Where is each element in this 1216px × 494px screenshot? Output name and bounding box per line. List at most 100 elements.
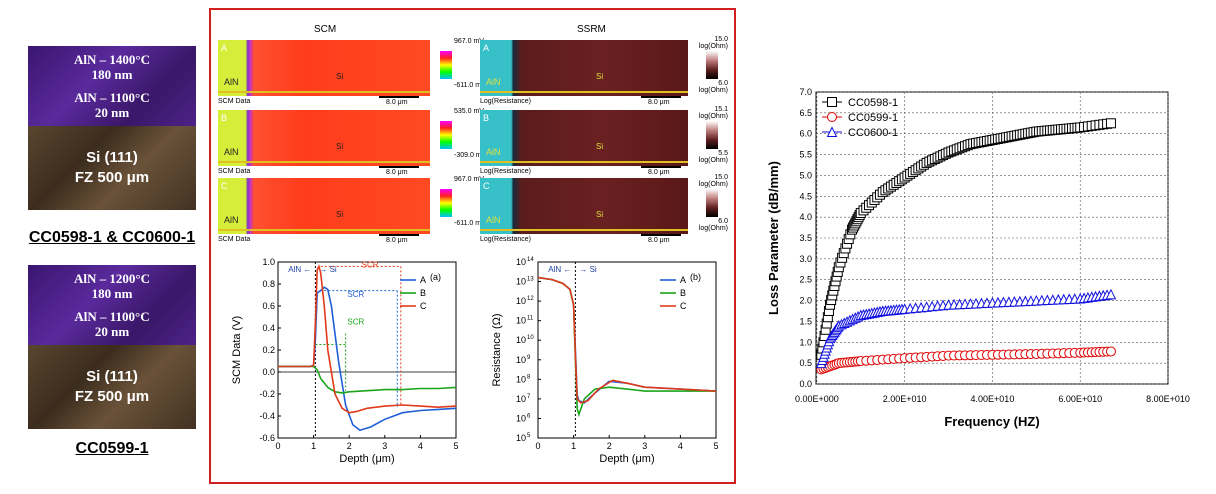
colorbar-min-unit: log(Ohm) bbox=[698, 225, 728, 232]
aln-layer-thickness: 180 nm bbox=[91, 67, 133, 82]
scr-annotation-a: SCR bbox=[347, 290, 364, 299]
colorbar-max: 535.0 mV bbox=[454, 108, 484, 115]
scale-label: 8.0 μm bbox=[648, 237, 670, 244]
x-tick-label: 5 bbox=[713, 441, 718, 451]
region-arrow bbox=[480, 91, 688, 93]
y-tick-exponent: 14 bbox=[527, 257, 534, 263]
aln-layer-thickness: 180 nm bbox=[91, 286, 133, 301]
si-region-label: Si bbox=[336, 210, 344, 219]
colorbar-max: 967.0 mV bbox=[454, 38, 484, 45]
ssrm-map-B: B AlN Si bbox=[480, 110, 688, 166]
y-tick-exponent: 5 bbox=[527, 433, 531, 439]
y-tick-label: 5.5 bbox=[799, 150, 812, 160]
aln-layer: AlN – 1200°C 180 nm AlN – 1100°C 20 nm bbox=[28, 265, 196, 345]
scale-bar bbox=[379, 96, 419, 98]
data-point-CC0598-1 bbox=[1105, 118, 1116, 129]
region-arrow bbox=[218, 161, 430, 163]
data-point-CC0599-1 bbox=[1105, 346, 1116, 357]
aln-region-label: AlN bbox=[486, 147, 501, 157]
y-tick-label: 0.0 bbox=[262, 367, 275, 377]
map-label: C bbox=[221, 181, 228, 191]
region-arrow bbox=[480, 229, 688, 231]
map-footer: Log(Resistance) bbox=[480, 168, 531, 175]
si-annotation: → Si bbox=[579, 265, 597, 274]
legend-label-A: A bbox=[680, 275, 686, 285]
x-tick-label: 3 bbox=[382, 441, 387, 451]
aln-layer-label: AlN – 1200°C bbox=[74, 271, 150, 286]
y-tick-label: 10 bbox=[516, 355, 526, 365]
scr-annotation-b: SCR bbox=[347, 318, 364, 327]
y-tick-exponent: 12 bbox=[527, 296, 534, 302]
scm-map-A: A AlN Si bbox=[218, 40, 430, 96]
aln-region-label: AlN bbox=[224, 147, 239, 157]
panel-label: (b) bbox=[690, 272, 701, 282]
aln-buffer-thickness: 20 nm bbox=[94, 105, 130, 120]
x-tick-label: 0 bbox=[275, 441, 280, 451]
colorbar-min: -309.0 mV bbox=[454, 152, 487, 159]
colorbar-max: 15.0 bbox=[714, 174, 728, 181]
scr-annotation-c: SCR bbox=[362, 261, 379, 270]
x-tick-label: 4 bbox=[678, 441, 683, 451]
y-tick-label: 3.0 bbox=[799, 254, 812, 264]
map-label: A bbox=[221, 43, 228, 53]
legend-label-B: B bbox=[420, 288, 426, 298]
si-substrate-label: Si (111) bbox=[86, 368, 138, 385]
y-tick-label: 2.0 bbox=[799, 296, 812, 306]
y-tick-exponent: 10 bbox=[527, 335, 534, 341]
scm-profile-chart: 0 1 2 3 4 5 -0.6 -0.4 -0.2 0.0 0.2 0.4 0.6 0.8 1.0 Dept… bbox=[231, 257, 459, 465]
aln-annotation: AlN ← bbox=[548, 265, 571, 274]
y-tick-label: 6.5 bbox=[799, 108, 812, 118]
colorbar-max-unit: log(Ohm) bbox=[698, 43, 728, 50]
aln-region-label: AlN bbox=[486, 77, 501, 87]
series-line-C bbox=[278, 264, 457, 414]
legend-label-CC0600-1: CC0600-1 bbox=[848, 127, 898, 139]
si-region-label: Si bbox=[596, 210, 604, 219]
scale-bar bbox=[641, 96, 681, 98]
y-tick-label: 1.0 bbox=[799, 337, 812, 347]
y-tick-label: 2.5 bbox=[799, 275, 812, 285]
x-tick-label: 4.00E+010 bbox=[971, 394, 1015, 404]
legend-label-C: C bbox=[680, 301, 687, 311]
scale-bar bbox=[641, 166, 681, 168]
si-substrate: Si (111) FZ 500 μm bbox=[28, 126, 196, 210]
legend-marker-CC0599-1 bbox=[827, 112, 837, 122]
y-axis-label: Loss Parameter (dB/mm) bbox=[766, 161, 781, 315]
aln-annotation: AlN ← bbox=[288, 265, 311, 274]
x-tick-label: 0 bbox=[535, 441, 540, 451]
region-arrow bbox=[480, 161, 688, 163]
sample-caption-1: CC0598-1 & CC0600-1 bbox=[28, 229, 196, 246]
aln-buffer-label: AlN – 1100°C bbox=[74, 90, 150, 105]
y-tick-label: -0.6 bbox=[259, 433, 275, 443]
ssrm-map-A: A AlN Si bbox=[480, 40, 688, 96]
x-tick-label: 1 bbox=[571, 441, 576, 451]
series-line-C bbox=[537, 276, 717, 404]
map-label: A bbox=[483, 43, 490, 53]
map-footer: SCM Data bbox=[218, 98, 251, 105]
aln-region-label: AlN bbox=[224, 77, 239, 87]
x-tick-label: 3 bbox=[642, 441, 647, 451]
scm-map-B: B AlN Si bbox=[218, 110, 430, 166]
y-tick-label: 10 bbox=[516, 394, 526, 404]
map-label: C bbox=[483, 181, 490, 191]
x-tick-label: 0.00E+000 bbox=[795, 394, 839, 404]
x-axis-label: Frequency (HZ) bbox=[944, 414, 1039, 429]
series-line-B bbox=[278, 365, 457, 394]
scale-label: 8.0 μm bbox=[386, 169, 408, 176]
scale-label: 8.0 μm bbox=[386, 237, 408, 244]
legend-label-A: A bbox=[420, 275, 426, 285]
layer-stack-1: AlN – 1400°C 180 nm AlN – 1100°C 20 nm S… bbox=[28, 46, 196, 210]
scm-ssrm-panel bbox=[209, 8, 736, 484]
y-tick-label: 10 bbox=[516, 277, 526, 287]
ssrm-map-C: C AlN Si bbox=[480, 178, 688, 234]
colorbar-max-unit: log(Ohm) bbox=[698, 181, 728, 188]
layer-stack-2: AlN – 1200°C 180 nm AlN – 1100°C 20 nm S… bbox=[28, 265, 196, 429]
y-axis-label: SCM Data (V) bbox=[231, 316, 243, 384]
y-tick-exponent: 8 bbox=[527, 374, 531, 380]
legend-label-CC0598-1: CC0598-1 bbox=[848, 97, 898, 109]
aln-layer: AlN – 1400°C 180 nm AlN – 1100°C 20 nm bbox=[28, 46, 196, 126]
aln-region-label: AlN bbox=[224, 215, 239, 225]
region-arrow bbox=[218, 91, 430, 93]
colorbar-min: -611.0 mV bbox=[454, 220, 486, 227]
y-tick-label: 6.0 bbox=[799, 129, 812, 139]
